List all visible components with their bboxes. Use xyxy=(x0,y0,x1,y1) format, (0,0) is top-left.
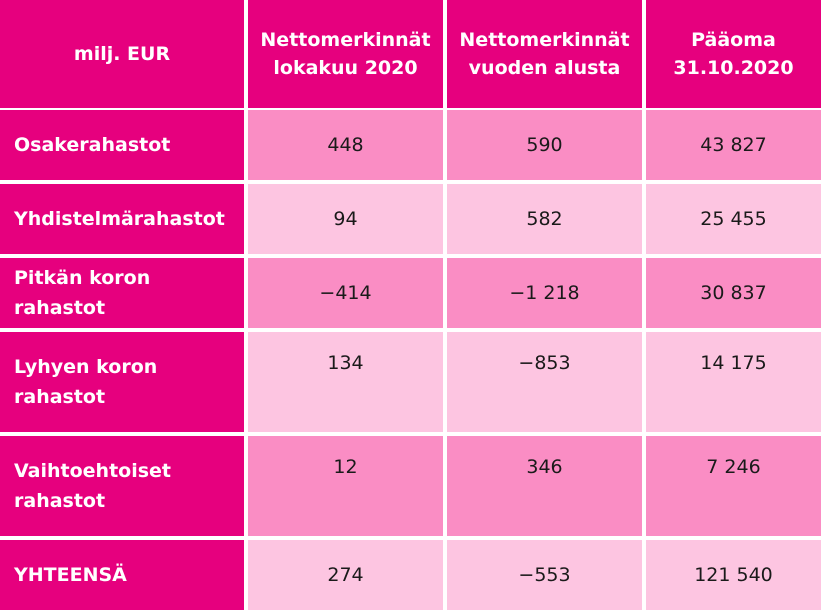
table-cell: −414 xyxy=(248,258,443,328)
row-label-equity-funds: Osakerahastot xyxy=(0,110,244,180)
table-cell: 121 540 xyxy=(646,540,821,610)
table-cell: 448 xyxy=(248,110,443,180)
table-cell: 582 xyxy=(447,184,642,254)
row-label-alternative-funds: Vaihtoehtoiset rahastot xyxy=(0,436,244,536)
table-cell: 94 xyxy=(248,184,443,254)
header-capital: Pääoma 31.10.2020 xyxy=(646,0,821,108)
row-label-long-term-bond-funds: Pitkän koron rahastot xyxy=(0,258,244,328)
table-cell: 134 xyxy=(248,332,443,432)
header-net-subscriptions-ytd: Nettomerkinnät vuoden alusta xyxy=(447,0,642,108)
table-cell: 590 xyxy=(447,110,642,180)
table-cell: 7 246 xyxy=(646,436,821,536)
table-cell: −1 218 xyxy=(447,258,642,328)
header-net-subscriptions-month: Nettomerkinnät lokakuu 2020 xyxy=(248,0,443,108)
table-cell: −553 xyxy=(447,540,642,610)
table-cell: 30 837 xyxy=(646,258,821,328)
table-cell: 274 xyxy=(248,540,443,610)
row-label-balanced-funds: Yhdistelmärahastot xyxy=(0,184,244,254)
table-cell: 25 455 xyxy=(646,184,821,254)
table-cell: 43 827 xyxy=(646,110,821,180)
table-cell: 12 xyxy=(248,436,443,536)
row-label-short-term-bond-funds: Lyhyen koron rahastot xyxy=(0,332,244,432)
table-cell: 14 175 xyxy=(646,332,821,432)
row-label-total: YHTEENSÄ xyxy=(0,540,244,610)
table-cell: 346 xyxy=(447,436,642,536)
header-unit: milj. EUR xyxy=(0,0,244,108)
table-cell: −853 xyxy=(447,332,642,432)
